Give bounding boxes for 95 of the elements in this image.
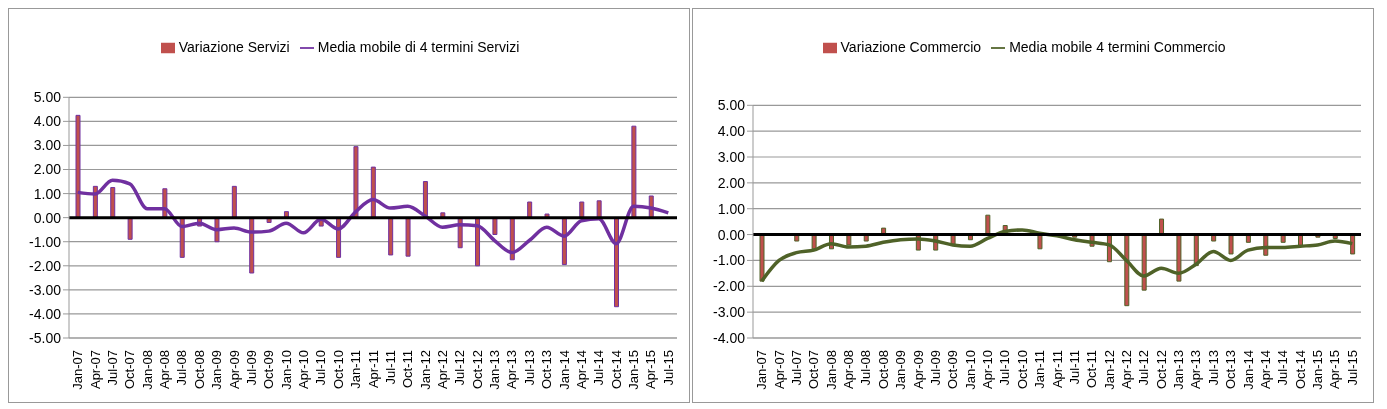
x-tick-label: Jul-15 [660,350,676,386]
x-tick-label: Jan-12 [1101,350,1117,390]
x-tick-label: Jan-08 [823,350,839,390]
x-tick-label: Jul-12 [1136,350,1152,386]
x-tick-label: Oct-13 [1223,350,1239,390]
x-tick-label: Jul-07 [788,350,804,386]
y-tick-label: 0.00 [717,226,746,243]
y-tick-label: 1.00 [33,185,62,202]
x-tick-label: Jul-14 [591,350,607,386]
x-tick-label: Apr-09 [910,350,926,390]
x-tick-label: Apr-08 [841,350,857,390]
x-tick-label: Oct-14 [1292,350,1308,390]
x-tick-label: Jul-10 [997,350,1013,386]
x-tick-label: Apr-15 [1327,350,1343,390]
x-tick-label: Jan-08 [139,350,155,390]
x-tick-label: Jul-08 [858,350,874,386]
x-tick-label: Jul-15 [1344,350,1360,386]
x-tick-label: Jul-10 [313,350,329,386]
x-tick-label: Jan-11 [1032,350,1048,389]
legend-label: Media mobile 4 termini Commercio [1009,39,1226,55]
x-tick-label: Oct-11 [1084,350,1100,389]
x-tick-label: Jul-07 [104,350,120,386]
x-tick-label: Jul-13 [1205,350,1221,386]
x-tick-label: Apr-09 [226,350,242,390]
y-tick-label: 4.00 [33,113,62,130]
x-tick-label: Apr-14 [573,350,589,390]
y-tick-label: 2.00 [33,161,62,178]
x-tick-label: Oct-07 [806,350,822,390]
x-tick-label: Oct-13 [539,350,555,390]
y-tick-label: -3.00 [713,304,746,321]
x-tick-label: Oct-12 [469,350,485,390]
x-tick-label: Jul-11 [1066,350,1082,385]
legend-label: Media mobile di 4 termini Servizi [317,39,520,55]
x-tick-label: Jul-11 [382,350,398,385]
x-tick-label: Apr-07 [87,350,103,390]
x-tick-label: Jul-09 [927,350,943,386]
x-tick-label: Apr-13 [504,350,520,390]
x-tick-label: Apr-15 [643,350,659,390]
x-tick-label: Jan-07 [754,350,770,390]
legend-label: Variazione Servizi [178,39,290,55]
y-tick-label: 3.00 [33,137,62,154]
y-tick-label: -2.00 [713,278,746,295]
x-tick-label: Jan-13 [1171,350,1187,390]
x-tick-label: Oct-09 [945,350,961,390]
x-tick-label: Oct-10 [330,350,346,390]
x-tick-label: Apr-13 [1188,350,1204,390]
x-tick-label: Apr-10 [296,350,312,390]
x-tick-label: Apr-07 [771,350,787,390]
x-tick-label: Jan-14 [1240,350,1256,390]
y-tick-label: -4.00 [29,305,62,322]
x-tick-label: Apr-11 [1049,350,1065,389]
x-tick-label: Jan-14 [556,350,572,390]
x-tick-label: Oct-08 [191,350,207,390]
x-tick-label: Jan-11 [348,350,364,389]
y-tick-label: 3.00 [717,148,746,165]
y-tick-label: 2.00 [717,174,746,191]
y-tick-label: -4.00 [713,329,746,346]
x-tick-label: Apr-12 [434,350,450,390]
x-tick-label: Jan-09 [209,350,225,390]
x-tick-label: Oct-10 [1014,350,1030,390]
x-tick-label: Jan-13 [487,350,503,390]
x-tick-label: Jul-14 [1275,350,1291,386]
x-tick-label: Jan-07 [70,350,86,390]
x-tick-label: Jan-12 [417,350,433,390]
y-tick-label: -1.00 [29,233,62,250]
x-tick-label: Oct-09 [261,350,277,390]
x-tick-label: Jan-09 [893,350,909,390]
x-tick-label: Jul-13 [521,350,537,386]
y-tick-label: 5.00 [33,89,62,106]
x-tick-label: Jul-12 [452,350,468,386]
x-tick-label: Apr-14 [1257,350,1273,390]
x-tick-label: Oct-12 [1153,350,1169,390]
x-tick-label: Jan-15 [626,350,642,390]
x-tick-label: Jan-10 [962,350,978,390]
y-tick-label: -5.00 [29,329,62,346]
x-tick-label: Apr-10 [980,350,996,390]
x-tick-label: Jul-08 [174,350,190,386]
x-tick-label: Oct-11 [400,350,416,389]
x-tick-label: Jul-09 [243,350,259,386]
x-tick-label: Apr-08 [157,350,173,390]
y-tick-label: -2.00 [29,257,62,274]
x-tick-label: Oct-07 [122,350,138,390]
x-tick-label: Apr-11 [365,350,381,389]
y-tick-label: 1.00 [717,200,746,217]
x-tick-label: Apr-12 [1118,350,1134,390]
y-tick-label: 0.00 [33,209,62,226]
y-tick-label: -3.00 [29,281,62,298]
x-tick-label: Jan-15 [1310,350,1326,390]
x-tick-label: Oct-08 [875,350,891,390]
y-tick-label: 5.00 [717,97,746,114]
y-tick-label: -1.00 [713,252,746,269]
y-tick-label: 4.00 [717,123,746,140]
legend-label: Variazione Commercio [840,39,982,55]
x-tick-label: Jan-10 [278,350,294,390]
x-tick-label: Oct-14 [608,350,624,390]
